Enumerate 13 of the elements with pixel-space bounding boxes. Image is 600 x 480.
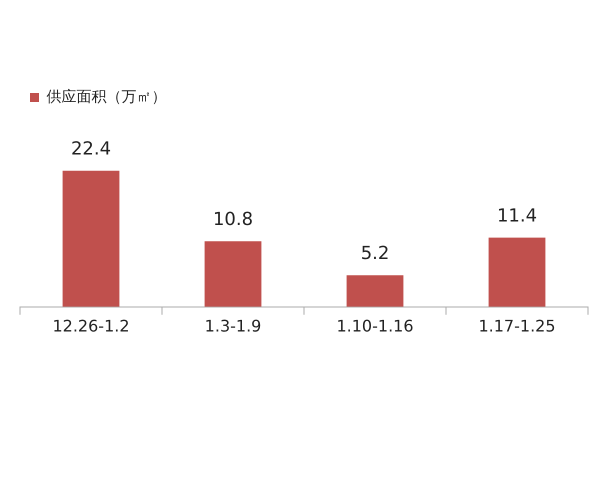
bar [62,170,120,307]
data-label: 11.4 [496,205,538,226]
bar [488,238,546,307]
legend-label: 供应面积（万㎡） [46,87,166,106]
data-label: 10.8 [212,208,254,230]
bar [346,275,404,307]
x-tick-label: 1.3-1.9 [204,316,262,336]
data-label: 22.4 [70,138,112,160]
x-tick-label: 1.17-1.25 [478,316,556,336]
data-label: 5.2 [360,242,390,264]
x-tick-label: 12.26-1.2 [52,316,130,336]
x-tick-label: 1.10-1.16 [336,316,414,336]
bar [204,241,262,307]
